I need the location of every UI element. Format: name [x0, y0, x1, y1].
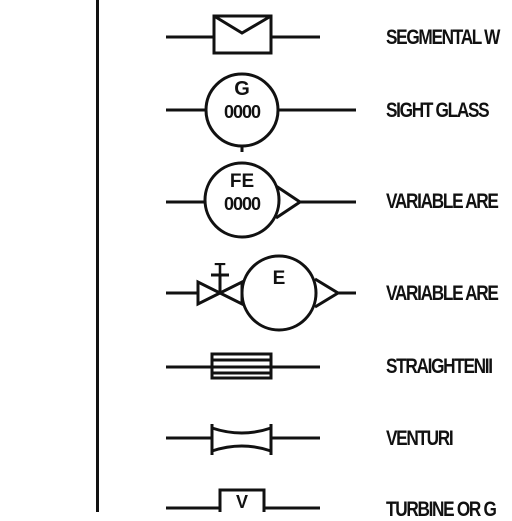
- label-sight-glass: SIGHT GLASS: [386, 99, 490, 122]
- sight-glass-symbol: G 0000: [166, 72, 356, 152]
- label-variable-area-1: VARIABLE ARE: [386, 190, 499, 213]
- label-turbine: TURBINE OR G: [386, 498, 497, 521]
- straightening-vane-symbol: [166, 352, 320, 380]
- valve-letter-t: T: [215, 260, 226, 280]
- sight-glass-letter-g: G: [234, 78, 250, 100]
- label-straightening: STRAIGHTENII: [386, 355, 493, 378]
- label-segmental-wedge: SEGMENTAL W: [386, 26, 500, 49]
- variable-area-fe-symbol: FE 0000: [166, 161, 356, 239]
- label-variable-area-2: VARIABLE ARE: [386, 282, 499, 305]
- segmental-wedge-symbol: [166, 14, 320, 55]
- variable-area-tag-number: 0000: [224, 194, 261, 214]
- sight-glass-tag-number: 0000: [224, 102, 261, 122]
- sheet-border-line: [96, 0, 99, 512]
- variable-area-letters-fe: FE: [230, 171, 254, 192]
- venturi-symbol: [166, 424, 320, 455]
- turbine-symbol: V: [166, 488, 320, 512]
- label-venturi: VENTURI: [386, 427, 454, 450]
- turbine-letter-v: V: [236, 492, 248, 512]
- variable-area-letter-e: E: [273, 268, 286, 289]
- variable-area-valve-symbol: T E: [166, 254, 356, 332]
